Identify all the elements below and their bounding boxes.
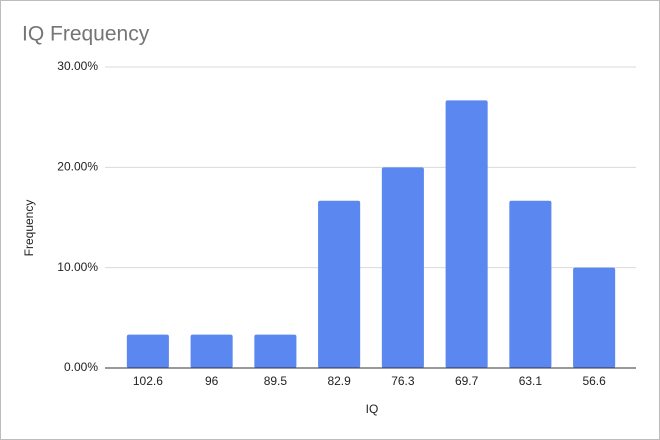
x-tick-label: 89.5 — [264, 374, 288, 388]
x-tick-label: 76.3 — [391, 374, 415, 388]
x-tick-label: 63.1 — [519, 374, 543, 388]
bar — [254, 334, 297, 368]
bar — [190, 334, 233, 368]
y-tick-label: 20.00% — [57, 160, 98, 174]
bar — [126, 334, 169, 368]
x-tick-label: 102.6 — [133, 374, 163, 388]
chart-title: IQ Frequency — [22, 23, 150, 46]
y-axis-label: Frequency — [22, 200, 36, 257]
x-axis-label: IQ — [366, 402, 379, 416]
x-tick-label: 69.7 — [455, 374, 479, 388]
x-tick-label: 96 — [205, 374, 219, 388]
x-tick-label: 56.6 — [582, 374, 606, 388]
y-tick-label: 10.00% — [57, 260, 98, 274]
bar — [573, 267, 616, 368]
bar — [509, 200, 552, 368]
x-tick-label: 82.9 — [327, 374, 351, 388]
bar — [318, 200, 361, 368]
bar — [381, 167, 424, 368]
bar — [445, 100, 488, 368]
y-tick-label: 0.00% — [64, 360, 98, 374]
y-tick-label: 30.00% — [57, 59, 98, 73]
